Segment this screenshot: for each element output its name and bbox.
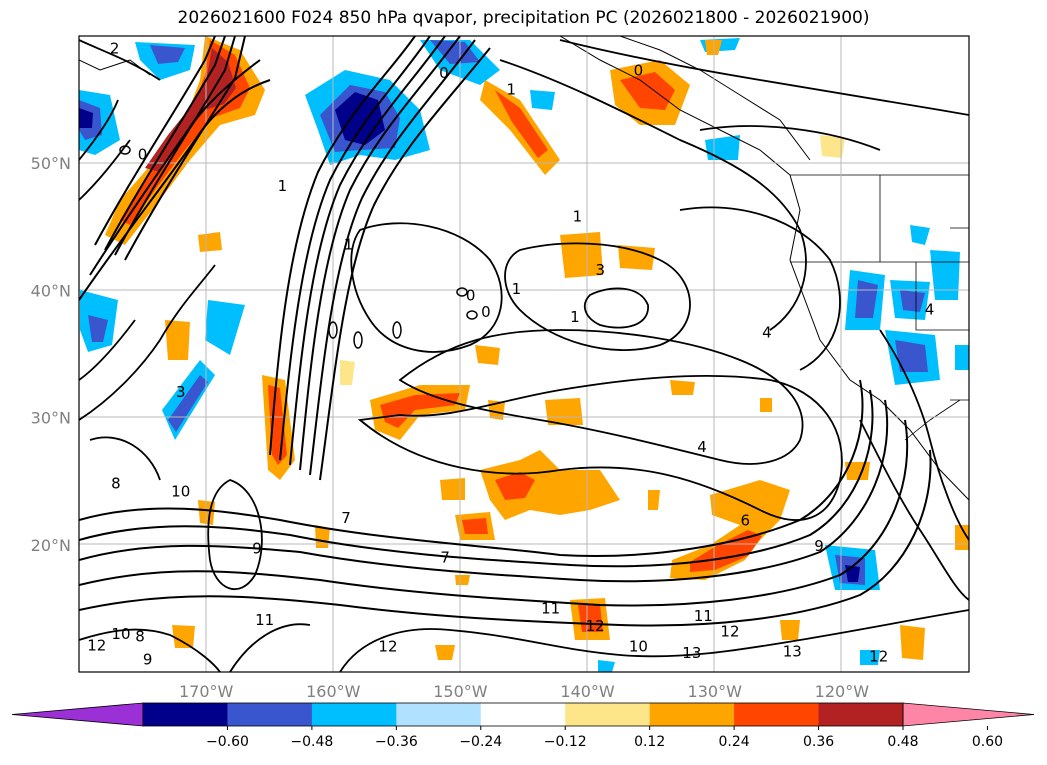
colorbar-tick-label: −0.48 xyxy=(290,734,333,750)
contour-value-label: 13 xyxy=(682,644,701,662)
colorbar-extend-low xyxy=(11,702,144,727)
contour-value-label: 10 xyxy=(171,482,190,500)
contour-value-label: 11 xyxy=(694,607,713,625)
colorbar-tick-label: −0.60 xyxy=(206,734,249,750)
colorbar-segment xyxy=(311,703,397,726)
colorbar-segment xyxy=(227,703,313,726)
contour-value-label: 1 xyxy=(570,308,580,326)
colorbar-segment xyxy=(565,703,651,726)
colorbar xyxy=(11,702,1035,727)
contour-value-label: 1 xyxy=(278,177,288,195)
chart-title: 2026021600 F024 850 hPa qvapor, precipit… xyxy=(177,8,870,28)
contour-value-label: 13 xyxy=(783,643,802,661)
colorbar-tick-label: 0.24 xyxy=(719,734,750,750)
colorbar-segment xyxy=(649,703,735,726)
coastlines xyxy=(79,36,969,501)
contour-value-label: 9 xyxy=(814,537,824,555)
contour-value-label: 0 xyxy=(439,64,449,82)
contour-value-label: 4 xyxy=(925,300,935,318)
colorbar-tick-label: 0.36 xyxy=(803,734,834,750)
colorbar-tick-label: −0.24 xyxy=(459,734,502,750)
north-america-coastline xyxy=(559,36,969,501)
contour-value-label: 12 xyxy=(586,617,605,635)
colorbar-segment xyxy=(396,703,482,726)
contour-value-label: 4 xyxy=(697,438,707,456)
contour-value-label: 8 xyxy=(111,475,121,493)
colorbar-tick-label: 0.48 xyxy=(887,734,918,750)
colorbar-extend-high xyxy=(902,702,1035,727)
contour-value-label: 10 xyxy=(111,625,130,643)
contour-value-label: 2 xyxy=(110,40,120,58)
contour-value-label: 12 xyxy=(869,648,888,666)
colorbar-tick-label: −0.12 xyxy=(544,734,587,750)
latitude-tick-label: 20°N xyxy=(31,536,71,555)
contour-value-label: 1 xyxy=(512,280,522,298)
contour-value-label: 1 xyxy=(344,236,354,254)
latitude-tick-label: 30°N xyxy=(31,409,71,428)
contour-value-label: 9 xyxy=(252,540,262,558)
colorbar-frame xyxy=(142,702,904,727)
longitude-tick-label: 170°W xyxy=(179,682,234,701)
contour-value-label: 6 xyxy=(740,512,750,530)
colorbar-segment xyxy=(818,703,904,726)
colorbar-segment xyxy=(143,703,228,726)
colorbar-segment xyxy=(734,703,820,726)
contour-value-label: 9 xyxy=(143,650,153,668)
longitude-tick-label: 160°W xyxy=(306,682,361,701)
latitude-tick-label: 40°N xyxy=(31,281,71,300)
contour-value-label: 7 xyxy=(440,549,450,567)
map-frame xyxy=(78,35,970,673)
mexico-border xyxy=(904,399,961,441)
contour-value-label: 3 xyxy=(596,261,606,279)
contour-value-label: 11 xyxy=(255,611,274,629)
contour-value-label: 8 xyxy=(135,627,145,645)
colorbar-tick-label: 0.60 xyxy=(972,734,1003,750)
longitude-tick-label: 120°W xyxy=(815,682,870,701)
contour-value-label: 12 xyxy=(87,636,106,654)
contour-value-label: 4 xyxy=(762,323,772,341)
contour-value-label: 3 xyxy=(176,383,186,401)
alaska-bc-coastline xyxy=(619,36,811,161)
contour-value-label: 12 xyxy=(720,622,739,640)
latitude-labels: 20°N 30°N 40°N 50°N xyxy=(31,154,71,555)
contour-value-label: 0 xyxy=(466,286,476,304)
contour-value-label: 11 xyxy=(541,599,560,617)
colorbar-segment xyxy=(480,703,566,726)
contour-value-label: 0 xyxy=(138,145,148,163)
contour-value-label: 0 xyxy=(634,61,644,79)
colorbar-tick-labels: −0.60 −0.48 −0.36 −0.24 −0.12 0.12 0.24 0.36 0.4… xyxy=(206,726,1003,750)
contour-value-label: 1 xyxy=(573,208,583,226)
colorbar-tick-label: 0.12 xyxy=(634,734,665,750)
contour-value-label: 0 xyxy=(481,303,491,321)
longitude-tick-label: 140°W xyxy=(560,682,615,701)
qvapor-contours xyxy=(79,36,969,672)
state-boundaries xyxy=(790,174,969,401)
contour-value-label: 1 xyxy=(507,80,517,98)
longitude-tick-label: 130°W xyxy=(688,682,743,701)
longitude-tick-label: 150°W xyxy=(433,682,488,701)
latitude-tick-label: 50°N xyxy=(31,154,71,173)
longitude-labels: 170°W 160°W 150°W 140°W 130°W 120°W xyxy=(179,682,869,701)
colorbar-tick-label: −0.36 xyxy=(375,734,418,750)
contour-value-label: 12 xyxy=(378,638,397,656)
contour-value-label: 7 xyxy=(341,509,351,527)
contour-value-label: 10 xyxy=(629,638,648,656)
